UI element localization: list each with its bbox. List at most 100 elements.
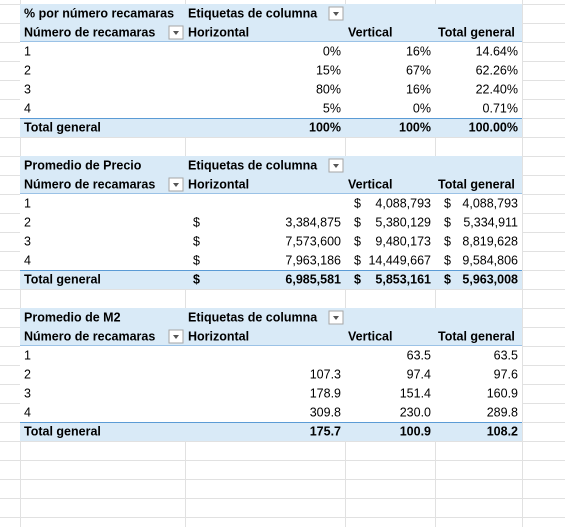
- cell-value: 309.8: [310, 405, 341, 419]
- dropdown-arrow: [333, 316, 339, 320]
- cell-value: 97.6: [494, 367, 518, 381]
- currency-symbol: $: [354, 196, 361, 210]
- cell-value: 62.26%: [476, 63, 518, 77]
- cell-value: 63.5: [494, 348, 518, 362]
- dropdown-arrow: [173, 335, 179, 339]
- row-label-value: 3: [24, 234, 31, 248]
- column-header: Total general: [438, 25, 515, 39]
- cell-value: 97.4: [407, 367, 431, 381]
- cell-value: 160.9: [487, 386, 518, 400]
- cell-value: 5,853,161: [375, 272, 431, 286]
- row-label-value: 3: [24, 82, 31, 96]
- cell-value: 0%: [413, 101, 431, 115]
- cell-value: 5,380,129: [375, 215, 431, 229]
- column-header: Horizontal: [188, 177, 249, 191]
- cell-value: 6,985,581: [285, 272, 341, 286]
- row-label-value: 1: [24, 196, 31, 210]
- column-header: Vertical: [348, 329, 392, 343]
- total-label: Total general: [24, 424, 101, 438]
- currency-symbol: $: [193, 253, 200, 267]
- total-band: [20, 270, 522, 289]
- dropdown-arrow: [333, 12, 339, 16]
- cell-value: 5,963,008: [462, 272, 518, 286]
- cell-value: 63.5: [407, 348, 431, 362]
- row-label-value: 4: [24, 253, 31, 267]
- cell-value: 80%: [316, 82, 341, 96]
- dropdown-arrow: [333, 164, 339, 168]
- cell-value: 4,088,793: [375, 196, 431, 210]
- cell-value: 8,819,628: [462, 234, 518, 248]
- currency-symbol: $: [444, 272, 451, 286]
- cell-value: 100%: [399, 120, 431, 134]
- column-header: Horizontal: [188, 25, 249, 39]
- currency-symbol: $: [444, 234, 451, 248]
- cell-value: 0.71%: [483, 101, 518, 115]
- currency-symbol: $: [354, 234, 361, 248]
- total-band: [20, 422, 522, 441]
- cell-value: 5,334,911: [463, 215, 518, 229]
- currency-symbol: $: [354, 253, 361, 267]
- row-label-value: 2: [24, 215, 31, 229]
- cell-value: 16%: [406, 82, 431, 96]
- column-header: Horizontal: [188, 329, 249, 343]
- pivot-title: Promedio de M2: [24, 310, 121, 324]
- row-label: Número de recamaras: [24, 329, 155, 343]
- cell-value: 230.0: [400, 405, 431, 419]
- dropdown-arrow: [173, 183, 179, 187]
- header-band: [20, 156, 522, 194]
- column-header: Total general: [438, 329, 515, 343]
- row-label-value: 1: [24, 348, 31, 362]
- total-label: Total general: [24, 272, 101, 286]
- cell-value: 67%: [406, 63, 431, 77]
- currency-symbol: $: [193, 234, 200, 248]
- cell-value: 4,088,793: [462, 196, 518, 210]
- row-label-value: 3: [24, 386, 31, 400]
- row-label: Número de recamaras: [24, 25, 155, 39]
- currency-symbol: $: [193, 215, 200, 229]
- column-label: Etiquetas de columna: [188, 158, 318, 172]
- row-label-value: 4: [24, 405, 31, 419]
- cell-value: 100.9: [400, 424, 431, 438]
- cell-value: 5%: [323, 101, 341, 115]
- cell-value: 107.3: [310, 367, 341, 381]
- cell-value: 178.9: [310, 386, 341, 400]
- cell-value: 151.4: [400, 386, 431, 400]
- column-label: Etiquetas de columna: [188, 310, 318, 324]
- row-label-value: 2: [24, 63, 31, 77]
- column-label: Etiquetas de columna: [188, 6, 318, 20]
- cell-value: 16%: [406, 44, 431, 58]
- cell-value: 7,963,186: [285, 253, 341, 267]
- cell-value: 3,384,875: [285, 215, 341, 229]
- row-label-value: 1: [24, 44, 31, 58]
- cell-value: 0%: [323, 44, 341, 58]
- currency-symbol: $: [354, 215, 361, 229]
- cell-value: 15%: [316, 63, 341, 77]
- cell-value: 22.40%: [476, 82, 518, 96]
- total-band: [20, 118, 522, 137]
- cell-value: 108.2: [487, 424, 518, 438]
- row-label-value: 4: [24, 101, 31, 115]
- cell-value: 9,480,173: [375, 234, 431, 248]
- currency-symbol: $: [444, 196, 451, 210]
- column-header: Total general: [438, 177, 515, 191]
- row-label-value: 2: [24, 367, 31, 381]
- total-label: Total general: [24, 120, 101, 134]
- cell-value: 100.00%: [469, 120, 518, 134]
- dropdown-arrow: [173, 31, 179, 35]
- currency-symbol: $: [354, 272, 361, 286]
- currency-symbol: $: [444, 253, 451, 267]
- row-label: Número de recamaras: [24, 177, 155, 191]
- cell-value: 289.8: [487, 405, 518, 419]
- cell-value: 7,573,600: [285, 234, 341, 248]
- cell-value: 175.7: [310, 424, 341, 438]
- column-header: Vertical: [348, 177, 392, 191]
- cell-value: 100%: [309, 120, 341, 134]
- currency-symbol: $: [193, 272, 200, 286]
- column-header: Vertical: [348, 25, 392, 39]
- cell-value: 14,449,667: [368, 253, 431, 267]
- cell-value: 9,584,806: [462, 253, 518, 267]
- header-band: [20, 308, 522, 346]
- cell-value: 14.64%: [476, 44, 518, 58]
- pivot-title: Promedio de Precio: [24, 158, 142, 172]
